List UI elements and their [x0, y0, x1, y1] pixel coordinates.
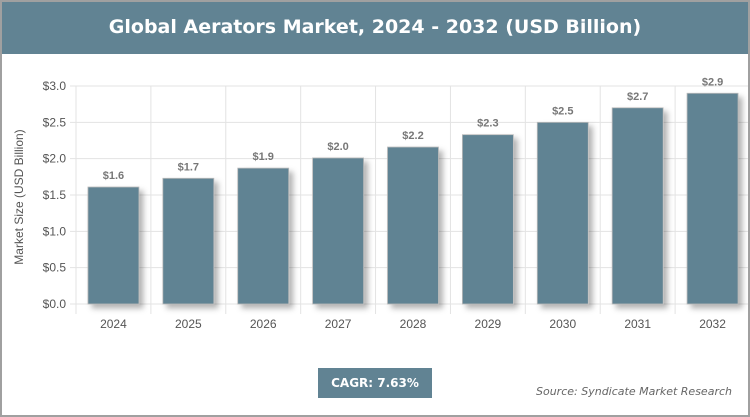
x-tick-label: 2028	[400, 317, 427, 331]
data-label: $2.9	[702, 76, 723, 88]
y-tick-label: $2.5	[43, 115, 67, 129]
y-tick-label: $1.5	[43, 188, 67, 202]
data-label: $2.2	[402, 130, 423, 142]
data-label: $1.7	[178, 161, 199, 173]
y-tick-label: $2.0	[43, 152, 67, 166]
data-label: $2.5	[552, 105, 573, 117]
x-tick-label: 2027	[325, 317, 352, 331]
bar-2024	[87, 186, 140, 305]
bar-2032	[686, 92, 739, 305]
data-label: $1.9	[253, 151, 274, 163]
x-tick-label: 2031	[624, 317, 651, 331]
y-tick-label: $0.0	[43, 297, 67, 311]
bar-2025	[162, 177, 215, 305]
source-note: Source: Syndicate Market Research	[536, 385, 732, 398]
bar-2029	[461, 134, 514, 305]
data-label: $1.6	[103, 170, 124, 182]
bar-2030	[536, 121, 589, 305]
cagr-badge: CAGR: 7.63%	[318, 368, 432, 398]
bar-2026	[237, 167, 290, 305]
chart-title: Global Aerators Market, 2024 - 2032 (USD…	[2, 2, 748, 54]
y-tick-label: $3.0	[43, 79, 67, 93]
x-tick-label: 2026	[250, 317, 277, 331]
data-label: $2.0	[327, 141, 348, 153]
x-tick-label: 2030	[549, 317, 576, 331]
y-tick-label: $1.0	[43, 224, 67, 238]
x-tick-label: 2024	[100, 317, 127, 331]
bar-2027	[312, 157, 365, 305]
bar-2028	[387, 146, 439, 305]
bar-2031	[611, 107, 664, 305]
x-tick-label: 2025	[175, 317, 202, 331]
data-label: $2.7	[627, 91, 648, 103]
x-tick-label: 2032	[699, 317, 726, 331]
x-tick-label: 2029	[475, 317, 502, 331]
data-label: $2.3	[477, 118, 498, 130]
y-tick-label: $0.5	[43, 261, 67, 275]
y-axis-label: Market Size (USD Billion)	[12, 129, 26, 264]
